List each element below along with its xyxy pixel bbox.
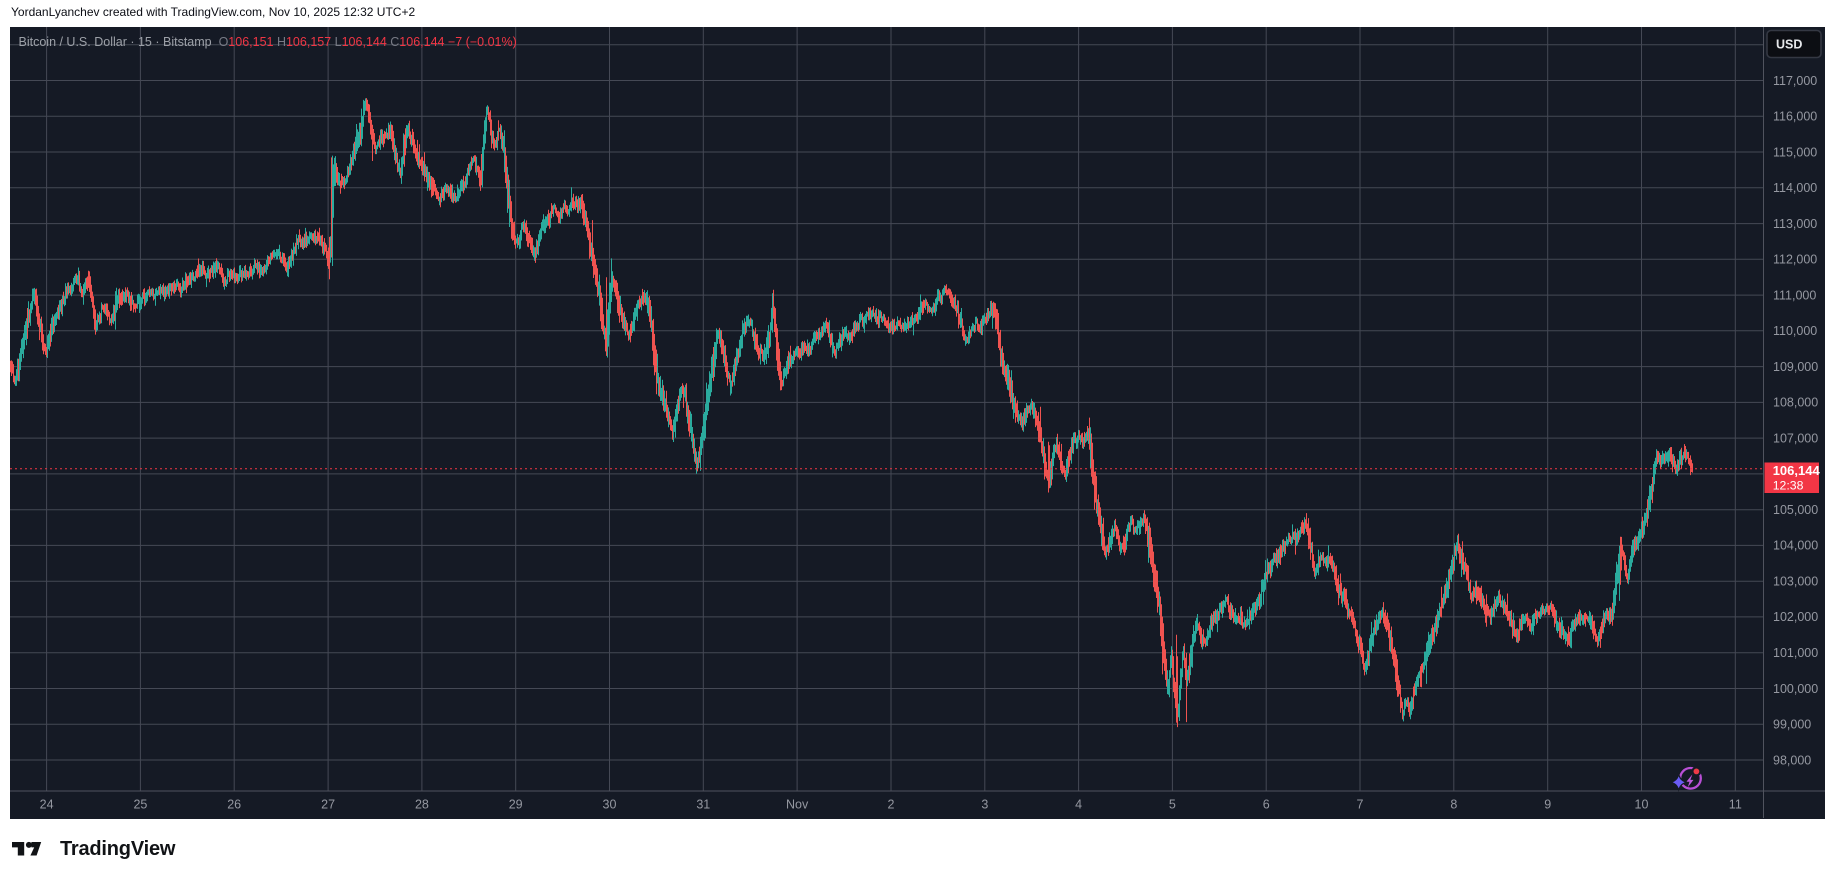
svg-text:100,000: 100,000 bbox=[1773, 682, 1818, 696]
svg-text:29: 29 bbox=[509, 798, 523, 812]
svg-text:98,000: 98,000 bbox=[1773, 753, 1811, 767]
svg-text:26: 26 bbox=[227, 798, 241, 812]
svg-text:114,000: 114,000 bbox=[1773, 181, 1817, 195]
svg-text:106,144: 106,144 bbox=[1773, 463, 1821, 478]
svg-text:107,000: 107,000 bbox=[1773, 431, 1818, 445]
svg-text:3: 3 bbox=[981, 798, 988, 812]
svg-text:24: 24 bbox=[40, 798, 54, 812]
svg-text:105,000: 105,000 bbox=[1773, 503, 1818, 517]
svg-text:27: 27 bbox=[321, 798, 335, 812]
svg-text:8: 8 bbox=[1450, 798, 1457, 812]
svg-text:110,000: 110,000 bbox=[1773, 324, 1817, 338]
svg-text:12:38: 12:38 bbox=[1773, 478, 1804, 492]
svg-text:11: 11 bbox=[1729, 798, 1742, 812]
svg-text:113,000: 113,000 bbox=[1773, 217, 1817, 231]
svg-text:Bitcoin / U.S. Dollar · 15 · B: Bitcoin / U.S. Dollar · 15 · Bitstamp O1… bbox=[19, 35, 517, 49]
svg-text:USD: USD bbox=[1776, 38, 1802, 52]
svg-text:10: 10 bbox=[1635, 798, 1649, 812]
svg-text:6: 6 bbox=[1263, 798, 1270, 812]
svg-text:2: 2 bbox=[888, 798, 895, 812]
svg-text:30: 30 bbox=[603, 798, 617, 812]
svg-text:28: 28 bbox=[415, 798, 429, 812]
svg-text:103,000: 103,000 bbox=[1773, 575, 1818, 589]
svg-text:112,000: 112,000 bbox=[1773, 253, 1817, 267]
svg-text:9: 9 bbox=[1544, 798, 1551, 812]
svg-text:7: 7 bbox=[1357, 798, 1364, 812]
svg-text:25: 25 bbox=[133, 798, 147, 812]
svg-text:Nov: Nov bbox=[786, 798, 809, 812]
svg-text:104,000: 104,000 bbox=[1773, 539, 1818, 553]
svg-text:116,000: 116,000 bbox=[1773, 110, 1817, 124]
svg-text:108,000: 108,000 bbox=[1773, 396, 1818, 410]
svg-text:102,000: 102,000 bbox=[1773, 610, 1818, 624]
svg-text:111,000: 111,000 bbox=[1773, 288, 1816, 302]
svg-text:31: 31 bbox=[696, 798, 710, 812]
svg-text:101,000: 101,000 bbox=[1773, 646, 1818, 660]
svg-text:5: 5 bbox=[1169, 798, 1176, 812]
svg-text:4: 4 bbox=[1075, 798, 1082, 812]
svg-text:109,000: 109,000 bbox=[1773, 360, 1818, 374]
svg-text:117,000: 117,000 bbox=[1773, 74, 1817, 88]
svg-text:99,000: 99,000 bbox=[1773, 718, 1811, 732]
svg-text:115,000: 115,000 bbox=[1773, 145, 1817, 159]
